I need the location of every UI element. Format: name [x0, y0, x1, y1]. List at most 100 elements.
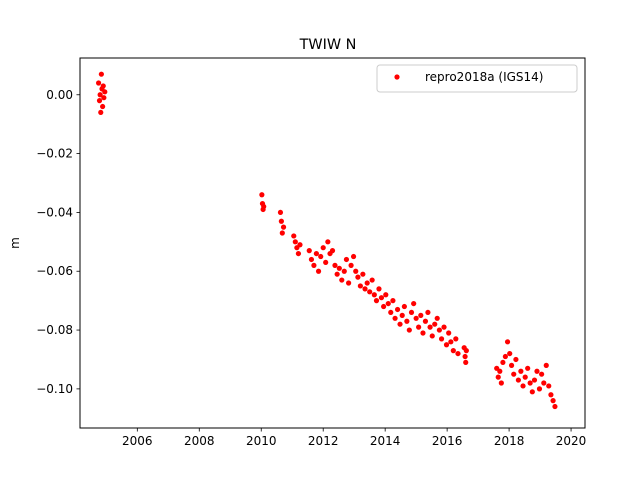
data-point [536, 386, 543, 392]
data-point [513, 356, 519, 363]
plot-area [95, 71, 558, 410]
data-point [541, 380, 547, 386]
data-point [434, 315, 440, 321]
data-point [453, 336, 459, 342]
data-point [362, 286, 368, 292]
data-point [308, 256, 315, 263]
y-axis: 0.00 −0.02 −0.04 −0.06 −0.08 −0.10 [36, 88, 80, 396]
data-point [418, 312, 424, 318]
data-point [394, 306, 401, 313]
data-point [397, 321, 403, 327]
data-point [550, 398, 556, 404]
data-point [429, 333, 435, 339]
data-point [507, 350, 513, 357]
data-point [360, 271, 366, 277]
x-axis: 2006 2008 2010 2012 2014 2016 2018 2020 [122, 428, 586, 448]
data-point [420, 330, 426, 336]
data-point [508, 362, 515, 368]
data-point [448, 339, 454, 345]
data-point [315, 268, 322, 274]
data-point [336, 265, 342, 271]
data-point [406, 327, 412, 333]
data-point [98, 71, 104, 77]
x-tick-label: 2012 [308, 434, 339, 448]
data-point [520, 383, 526, 389]
data-point [495, 374, 501, 380]
axes-frame [79, 57, 586, 429]
x-tick-label: 2008 [184, 434, 215, 448]
data-point [390, 298, 396, 304]
data-point [408, 309, 415, 316]
legend-box [376, 64, 578, 93]
data-point [446, 330, 452, 336]
data-point [432, 321, 438, 327]
legend-label: repro2018a (IGS14) [425, 70, 543, 84]
legend: repro2018a (IGS14) [376, 64, 578, 93]
data-point [353, 268, 359, 274]
data-point [318, 253, 324, 260]
data-point [348, 262, 354, 268]
data-point [422, 318, 429, 324]
data-point [350, 253, 357, 260]
y-tick-label: −0.04 [36, 205, 73, 219]
x-tick-label: 2020 [556, 434, 587, 448]
data-point [413, 315, 419, 321]
data-point [292, 239, 298, 245]
data-point [463, 359, 469, 366]
data-point [498, 380, 504, 386]
data-point [261, 203, 267, 210]
data-point [346, 280, 352, 286]
data-point [373, 298, 380, 304]
data-point [552, 403, 558, 410]
y-tick-label: 0.00 [46, 88, 73, 102]
legend-marker [394, 74, 400, 80]
data-point [502, 353, 508, 360]
data-point [280, 224, 287, 230]
data-point [100, 83, 106, 89]
data-point [259, 192, 265, 198]
data-point [534, 368, 540, 374]
data-point [371, 292, 377, 298]
chart-title: TWIW N [299, 37, 357, 53]
data-point [548, 392, 554, 398]
x-tick-label: 2016 [432, 434, 463, 448]
x-tick-label: 2014 [370, 434, 401, 448]
data-point [518, 368, 524, 374]
data-point [462, 353, 468, 360]
data-point [527, 380, 533, 386]
data-point [101, 95, 107, 101]
data-point [525, 365, 531, 371]
data-point [531, 377, 538, 383]
data-point [529, 389, 535, 395]
data-point [381, 303, 387, 310]
data-point [463, 348, 469, 354]
data-point [291, 233, 297, 239]
data-point [297, 242, 303, 248]
y-tick-label: −0.02 [36, 147, 73, 161]
data-point [539, 371, 545, 377]
data-point [511, 371, 517, 377]
y-axis-label: m [8, 237, 22, 249]
data-point [378, 295, 385, 301]
data-point [401, 303, 407, 310]
data-point [100, 103, 106, 110]
data-point [404, 318, 410, 324]
data-point [295, 250, 302, 257]
data-point [313, 250, 319, 257]
data-point [279, 230, 285, 236]
x-tick-label: 2006 [122, 434, 153, 448]
data-point [95, 80, 102, 86]
data-point [546, 383, 552, 389]
x-tick-label: 2018 [494, 434, 525, 448]
data-point [311, 262, 317, 268]
data-point [383, 292, 389, 298]
data-point [278, 218, 284, 224]
data-point [367, 289, 373, 295]
data-point [385, 300, 391, 307]
data-point [277, 209, 284, 216]
data-point [388, 309, 394, 316]
data-point [450, 348, 456, 354]
y-tick-label: −0.10 [36, 382, 73, 396]
data-point [392, 315, 398, 321]
data-point [522, 374, 528, 380]
